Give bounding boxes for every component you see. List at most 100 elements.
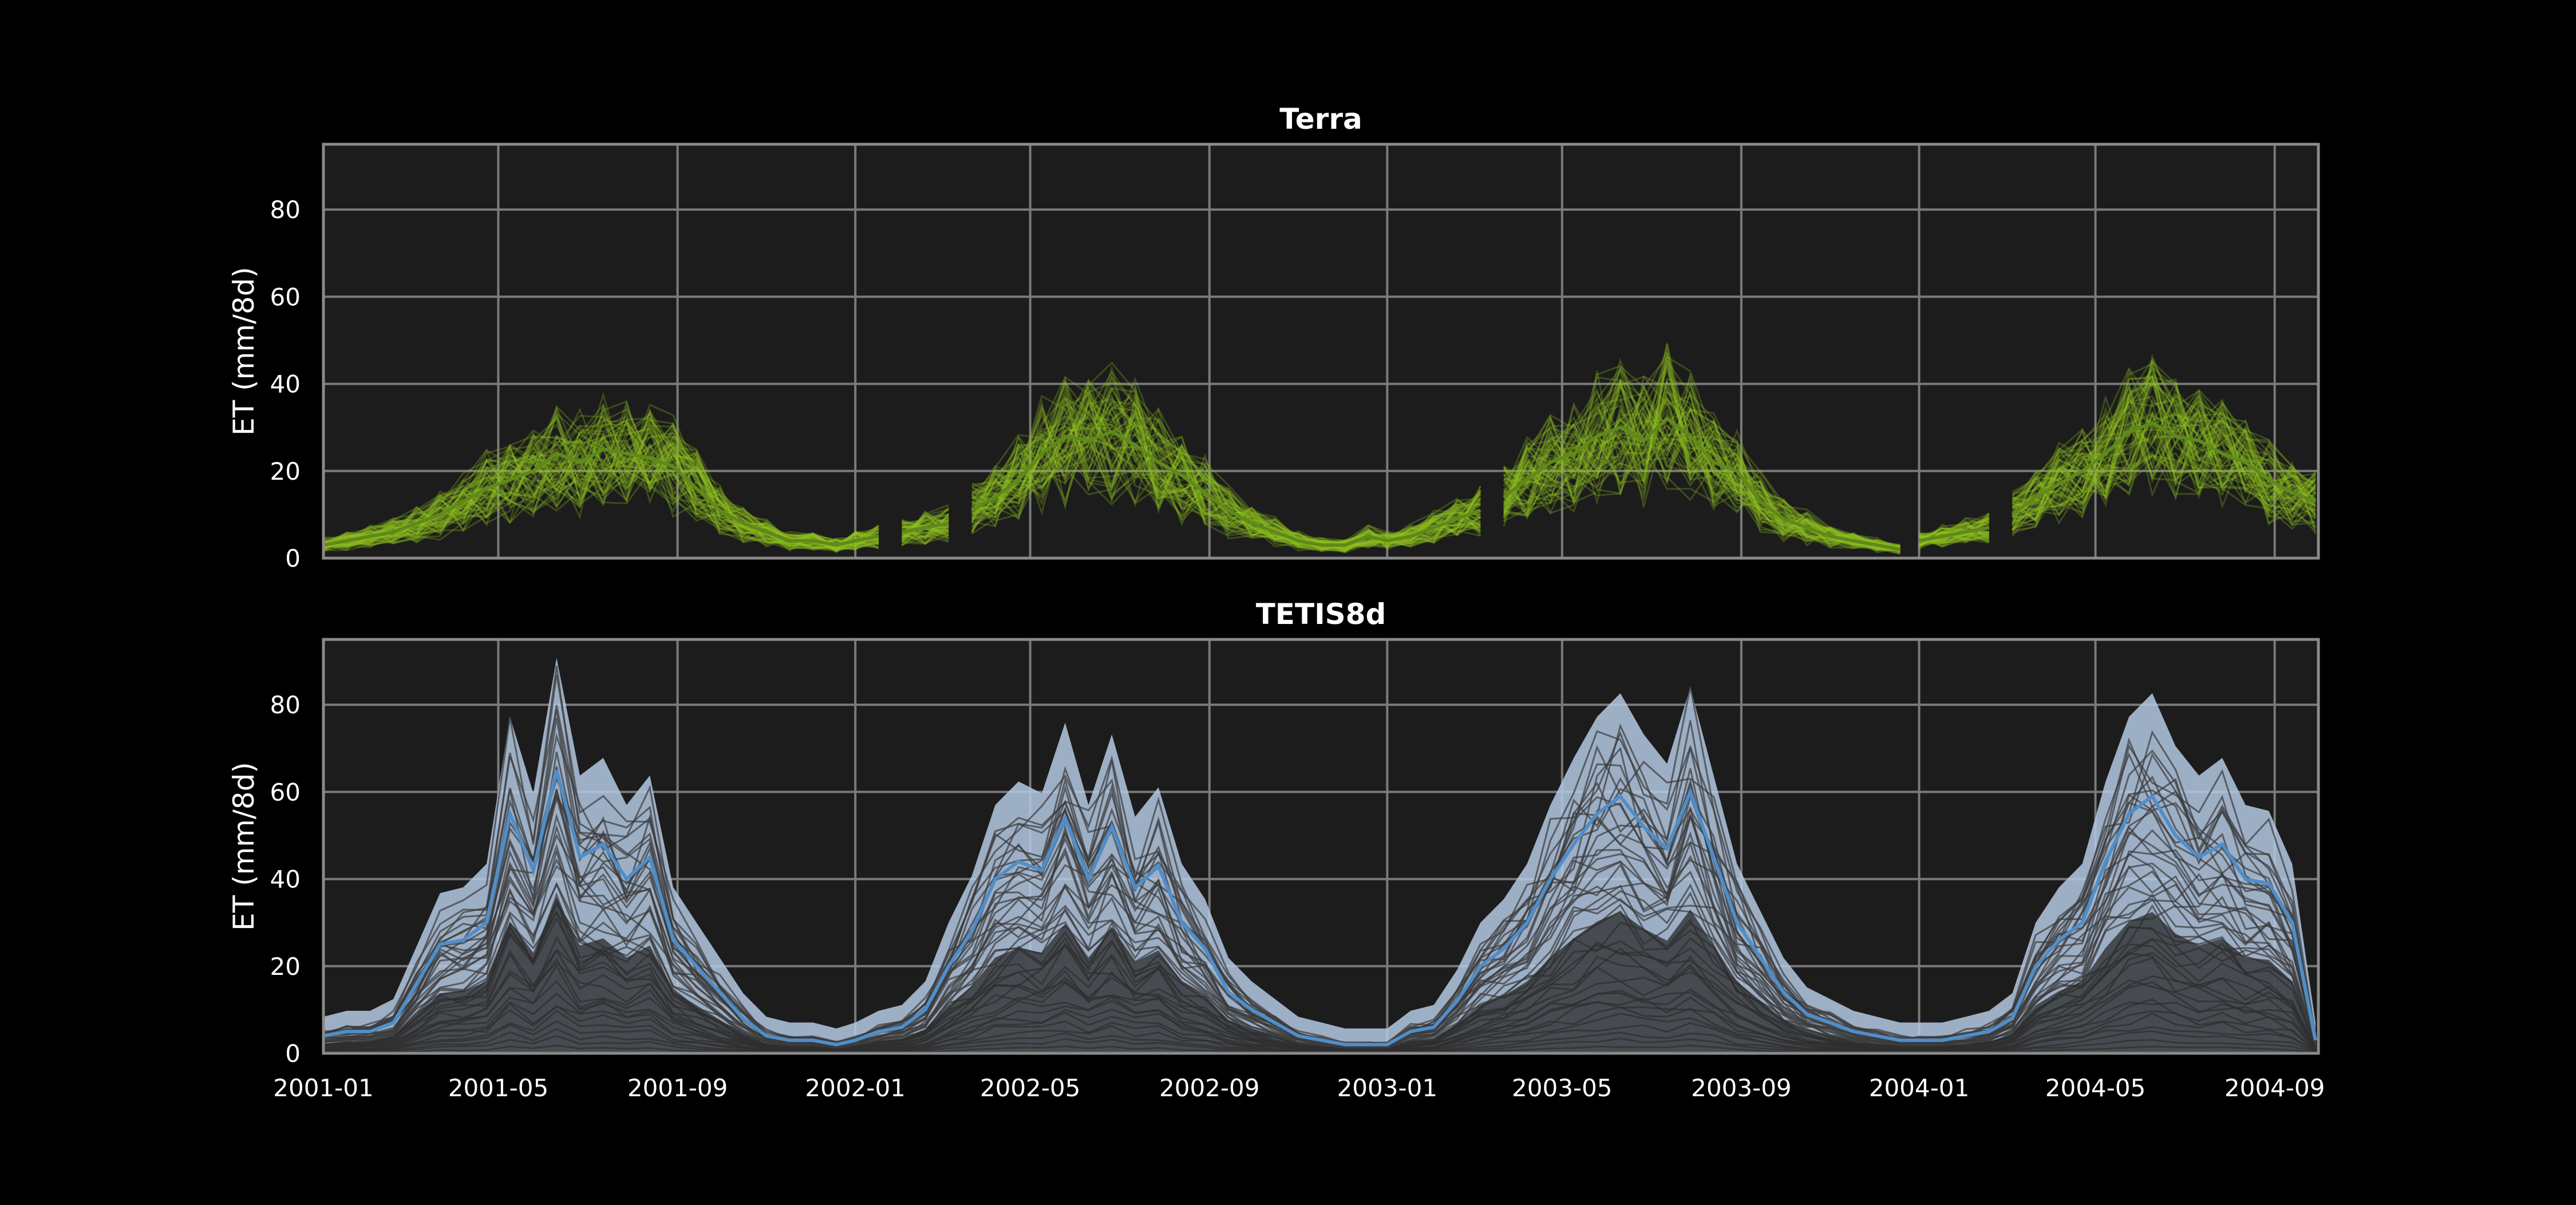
- ensemble-member-line: [2012, 393, 2316, 535]
- ensemble-member-line: [323, 438, 879, 553]
- ensemble-member-line: [971, 399, 1481, 550]
- ensemble-member-line: [1503, 365, 1901, 551]
- ensemble-member-line: [1503, 404, 1901, 551]
- ensemble-member-line: [323, 435, 879, 550]
- ensemble-member-line: [902, 513, 950, 539]
- ensemble-member-line: [902, 517, 949, 531]
- mean-series-line: [323, 447, 879, 547]
- ensemble-member-line: [1918, 516, 1990, 541]
- ensemble-member-line: [902, 519, 950, 542]
- ensemble-member-line: [902, 523, 949, 530]
- ensemble-member-line: [1503, 368, 1901, 550]
- ensemble-member-line: [323, 831, 2317, 1049]
- ensemble-member-line: [1919, 517, 1990, 535]
- ensemble-member-line: [971, 378, 1481, 553]
- ensemble-member-line: [2012, 395, 2316, 530]
- x-tick-label: 2002-09: [1159, 1074, 1260, 1102]
- ensemble-member-line: [1919, 527, 1989, 538]
- ensemble-member-line: [971, 426, 1481, 548]
- ensemble-member-line: [1503, 386, 1901, 550]
- ensemble-member-line: [1503, 375, 1901, 552]
- ensemble-member-line: [2012, 410, 2317, 519]
- y-tick-label: 60: [270, 283, 301, 311]
- ensemble-member-line: [902, 534, 949, 546]
- ensemble-member-line: [901, 504, 949, 543]
- ensemble-member-line: [2012, 455, 2316, 523]
- ensemble-member-line: [1503, 378, 1901, 550]
- ensemble-member-line: [902, 509, 949, 528]
- ensemble-member-line: [1503, 363, 1901, 550]
- ensemble-member-line: [2012, 412, 2317, 509]
- ensemble-member-line: [2012, 368, 2316, 520]
- ensemble-member-line: [971, 386, 1481, 552]
- chart-panel-1: 0 20 40 60 80 Terra ET (mm/8d): [227, 102, 2320, 572]
- ensemble-member-line: [902, 521, 949, 532]
- x-tick-label: 2003-05: [1512, 1074, 1613, 1102]
- ensemble-member-line: [2012, 366, 2316, 523]
- ensemble-member-line: [1918, 530, 1990, 548]
- ensemble-member-line: [2012, 366, 2316, 517]
- ensemble-member-line: [1503, 398, 1901, 551]
- ensemble-member-line: [2012, 376, 2316, 534]
- plot-area: [323, 144, 2318, 558]
- ensemble-member-line: [323, 435, 879, 552]
- ensemble-member-line: [971, 361, 1481, 552]
- ensemble-member-line: [1919, 533, 1990, 544]
- ensemble-member-line: [323, 446, 879, 551]
- ensemble-member-line: [323, 417, 879, 547]
- ensemble-group: [323, 658, 2317, 1053]
- ensemble-member-line: [2012, 412, 2317, 516]
- plot-frame: [322, 638, 2320, 1055]
- ensemble-member-line: [971, 396, 1481, 551]
- ensemble-member-line: [971, 387, 1481, 548]
- mean-series-line: [1918, 526, 1990, 543]
- ensemble-member-line: [2012, 438, 2317, 512]
- ensemble-member-line: [1503, 369, 1901, 551]
- ensemble-member-line: [971, 386, 1481, 551]
- ensemble-member-line: [1919, 520, 1989, 543]
- mean-series-line: [902, 521, 949, 534]
- ensemble-member-line: [971, 397, 1481, 553]
- ensemble-member-line: [2012, 412, 2317, 518]
- ensemble-member-line: [323, 428, 879, 547]
- x-tick-label: 2002-01: [805, 1074, 906, 1102]
- ensemble-member-line: [971, 401, 1481, 544]
- ensemble-member-line: [323, 440, 879, 552]
- ensemble-member-line: [2012, 407, 2317, 537]
- ensemble-member-line: [971, 406, 1481, 549]
- ensemble-member-line: [971, 403, 1481, 552]
- ensemble-member-line: [901, 508, 949, 533]
- ensemble-member-line: [902, 521, 950, 541]
- plot-frame: [322, 143, 2320, 560]
- ensemble-member-line: [2012, 359, 2316, 532]
- ensemble-member-line: [2012, 379, 2317, 531]
- ensemble-member-line: [2012, 380, 2317, 517]
- ensemble-member-line: [902, 512, 950, 540]
- ensemble-member-line: [971, 381, 1481, 553]
- ensemble-member-line: [2012, 378, 2317, 519]
- ensemble-member-line: [2012, 425, 2316, 517]
- ensemble-member-line: [323, 417, 879, 550]
- ensemble-member-line: [1503, 378, 1901, 547]
- ensemble-member-line: [2012, 427, 2317, 525]
- ensemble-member-line: [1503, 416, 1901, 546]
- ensemble-member-line: [1503, 347, 1901, 551]
- ensemble-member-line: [1503, 388, 1901, 551]
- ensemble-member-line: [323, 443, 879, 552]
- ensemble-member-line: [2012, 406, 2316, 504]
- ensemble-member-line: [901, 508, 949, 546]
- ensemble-member-line: [323, 426, 879, 547]
- ensemble-member-line: [1503, 403, 1901, 549]
- ensemble-member-line: [1919, 523, 1989, 546]
- ensemble-member-line: [971, 391, 1481, 552]
- ensemble-member-line: [1503, 416, 1901, 551]
- ensemble-lower-fill: [323, 897, 2316, 1053]
- ensemble-member-line: [2012, 385, 2317, 523]
- ensemble-member-line: [323, 417, 879, 550]
- ensemble-member-line: [901, 521, 949, 542]
- mean-series-line: [323, 769, 2317, 1046]
- ensemble-member-line: [902, 531, 949, 539]
- ensemble-member-line: [323, 413, 879, 550]
- ensemble-member-line: [902, 529, 949, 543]
